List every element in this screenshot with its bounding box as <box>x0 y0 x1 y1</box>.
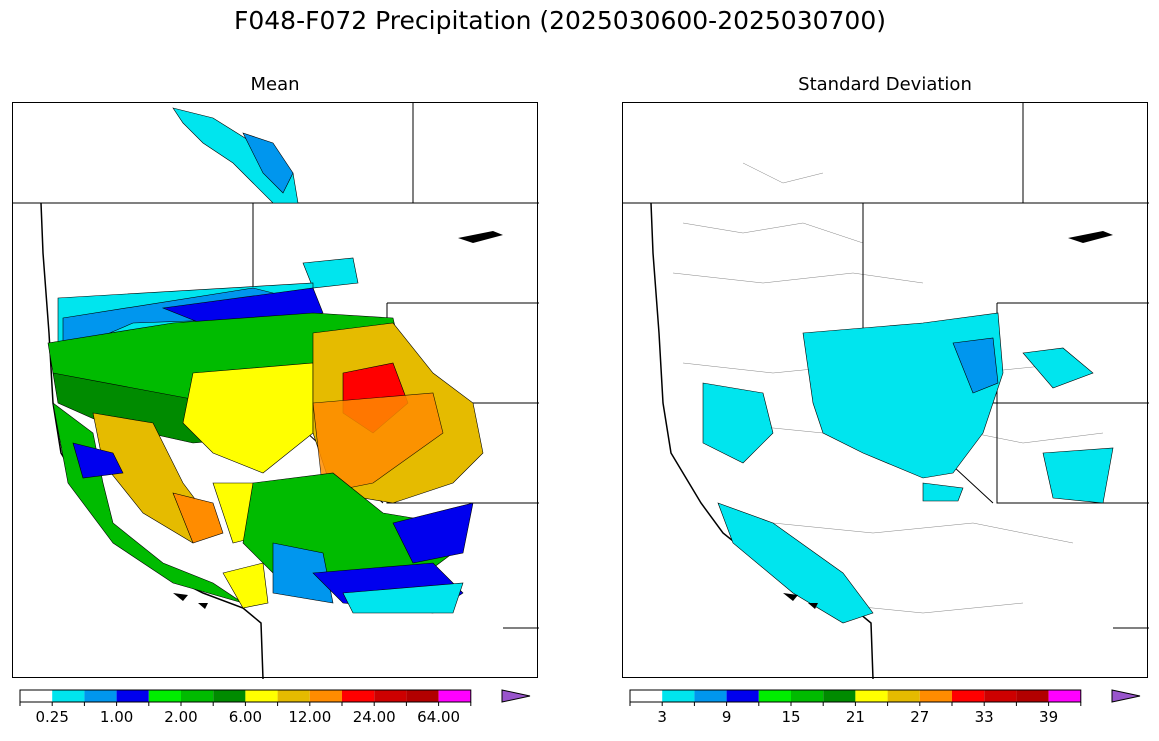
stdev-colorbar: 3 9 15 21 27 33 39 <box>629 689 1141 726</box>
stdev-colorbar-boxes <box>629 689 1082 703</box>
mean-colorbar-ticks: 0.25 1.00 2.00 6.00 12.00 24.00 64.00 <box>19 702 472 726</box>
stdev-colorbar-extend-arrow <box>1111 689 1141 703</box>
stdev-colorbar-tick-label: 9 <box>722 708 732 726</box>
stdev-colorbar-box <box>662 690 695 702</box>
stdev-colorbar-box <box>1016 690 1049 702</box>
stdev-colorbar-box <box>919 690 952 702</box>
stdev-colorbar-tick-label: 15 <box>781 708 800 726</box>
stdev-colorbar-tick-label: 21 <box>846 708 865 726</box>
mean-map-canvas <box>13 103 539 679</box>
stdev-colorbar-box <box>1048 690 1081 702</box>
stdev-colorbar-box <box>952 690 985 702</box>
mean-colorbar-box <box>245 690 278 702</box>
stdev-colorbar-box <box>887 690 920 702</box>
mean-colorbar-tick-label: 24.00 <box>353 708 396 726</box>
mean-colorbar-box <box>374 690 407 702</box>
mean-colorbar-box <box>438 690 471 702</box>
mean-map <box>12 102 539 679</box>
mean-colorbar-tick-label: 12.00 <box>288 708 331 726</box>
stdev-colorbar-box <box>791 690 824 702</box>
mean-colorbar-box <box>84 690 117 702</box>
stdev-colorbar-box <box>855 690 888 702</box>
stdev-map <box>622 102 1149 679</box>
stdev-colorbar-ticks: 3 9 15 21 27 33 39 <box>629 702 1082 726</box>
mean-colorbar-tick-label: 1.00 <box>100 708 133 726</box>
mean-colorbar-extend-arrow <box>501 689 531 703</box>
mean-colorbar-tick-label: 0.25 <box>35 708 68 726</box>
stdev-colorbar-box <box>984 690 1017 702</box>
mean-panel-title: Mean <box>250 74 300 95</box>
stdev-colorbar-tick-label: 27 <box>910 708 929 726</box>
mean-colorbar-box <box>116 690 149 702</box>
mean-colorbar-box <box>342 690 375 702</box>
stdev-colorbar-tick-label: 33 <box>975 708 994 726</box>
mean-colorbar-box <box>20 690 53 702</box>
mean-colorbar-tick-label: 2.00 <box>164 708 197 726</box>
mean-colorbar-box <box>181 690 214 702</box>
mean-colorbar-tick-label: 64.00 <box>417 708 460 726</box>
stdev-colorbar-box <box>726 690 759 702</box>
mean-colorbar-box <box>277 690 310 702</box>
stdev-map-canvas <box>623 103 1149 679</box>
stdev-colorbar-tick-label: 3 <box>657 708 667 726</box>
mean-colorbar-box <box>52 690 85 702</box>
mean-colorbar: 0.25 1.00 2.00 6.00 12.00 24.00 64.00 <box>19 689 531 726</box>
mean-colorbar-box <box>309 690 342 702</box>
mean-colorbar-boxes <box>19 689 472 703</box>
stdev-colorbar-tick-label: 39 <box>1039 708 1058 726</box>
stdev-colorbar-box <box>630 690 663 702</box>
mean-colorbar-box <box>406 690 439 702</box>
stdev-colorbar-box <box>758 690 791 702</box>
mean-colorbar-box <box>148 690 181 702</box>
stdev-panel-title: Standard Deviation <box>798 74 972 95</box>
stdev-colorbar-box <box>823 690 856 702</box>
mean-colorbar-box <box>213 690 246 702</box>
figure-title: F048-F072 Precipitation (2025030600-2025… <box>233 6 886 35</box>
mean-colorbar-tick-label: 6.00 <box>229 708 262 726</box>
stdev-colorbar-box <box>694 690 727 702</box>
